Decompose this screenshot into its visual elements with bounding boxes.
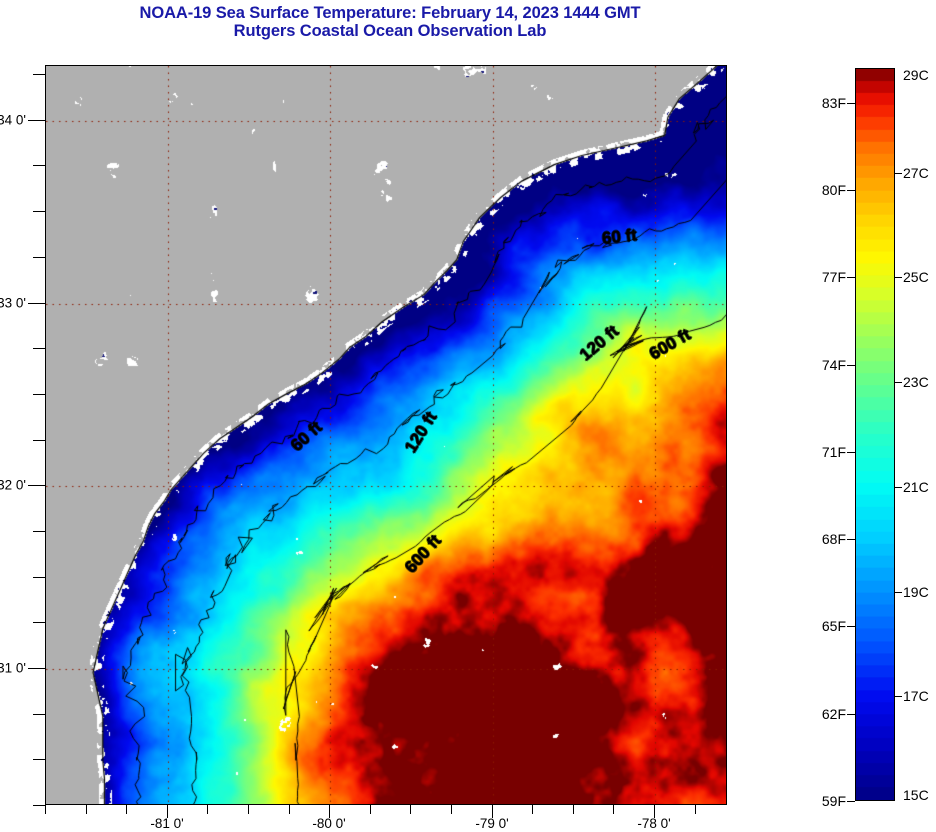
colorbar-label-celsius: 15C bbox=[903, 787, 929, 803]
y-axis-minor-tick bbox=[33, 74, 45, 75]
y-axis-minor-tick bbox=[33, 165, 45, 166]
x-axis-minor-tick bbox=[207, 805, 208, 814]
colorbar-tick-f bbox=[847, 103, 855, 104]
colorbar-gradient bbox=[855, 68, 895, 801]
x-axis-label: -79 0' bbox=[475, 816, 509, 831]
x-axis-minor-tick bbox=[86, 805, 87, 814]
y-axis-major-tick bbox=[28, 485, 45, 486]
y-axis-minor-tick bbox=[33, 211, 45, 212]
sst-raster bbox=[46, 66, 726, 804]
x-axis-minor-tick bbox=[248, 805, 249, 814]
colorbar-label-celsius: 25C bbox=[903, 269, 929, 285]
x-axis-minor-tick bbox=[613, 805, 614, 814]
colorbar-tick-f bbox=[847, 277, 855, 278]
x-axis-minor-tick bbox=[45, 805, 46, 814]
colorbar-label-fahrenheit: 68F bbox=[821, 531, 846, 547]
y-axis-minor-tick bbox=[33, 805, 45, 806]
colorbar-tick-f bbox=[847, 626, 855, 627]
colorbar-label-fahrenheit: 74F bbox=[821, 357, 846, 373]
colorbar-tick-f bbox=[847, 190, 855, 191]
colorbar-tick-c bbox=[895, 382, 902, 383]
x-axis-major-tick bbox=[492, 805, 493, 818]
x-axis-major-tick bbox=[329, 805, 330, 818]
x-axis-minor-tick bbox=[532, 805, 533, 814]
x-axis-label: -78 0' bbox=[637, 816, 671, 831]
colorbar-label-fahrenheit: 83F bbox=[821, 95, 846, 111]
colorbar-label-celsius: 21C bbox=[903, 479, 929, 495]
x-axis-label: -80 0' bbox=[312, 816, 346, 831]
colorbar-tick-f bbox=[847, 365, 855, 366]
y-axis-minor-tick bbox=[33, 348, 45, 349]
colorbar-tick-c bbox=[895, 487, 902, 488]
chart-title-block: NOAA-19 Sea Surface Temperature: Februar… bbox=[0, 4, 780, 41]
page-subtitle: Rutgers Coastal Ocean Observation Lab bbox=[233, 22, 547, 41]
x-axis-major-tick bbox=[654, 805, 655, 818]
x-axis-minor-tick bbox=[573, 805, 574, 814]
y-axis-minor-tick bbox=[33, 394, 45, 395]
colorbar-label-celsius: 17C bbox=[903, 688, 929, 704]
x-axis-minor-tick bbox=[289, 805, 290, 814]
colorbar-tick-f bbox=[847, 452, 855, 453]
colorbar-label-celsius: 23C bbox=[903, 374, 929, 390]
y-axis-label: 33 0' bbox=[0, 295, 26, 311]
x-axis-minor-tick bbox=[410, 805, 411, 814]
y-axis-label: 34 0' bbox=[0, 112, 26, 128]
y-axis-minor-tick bbox=[33, 622, 45, 623]
x-axis-minor-tick bbox=[370, 805, 371, 814]
x-axis-minor-tick bbox=[451, 805, 452, 814]
colorbar-tick-f bbox=[847, 801, 855, 802]
y-axis-minor-tick bbox=[33, 257, 45, 258]
y-axis-major-tick bbox=[28, 303, 45, 304]
colorbar-label-fahrenheit: 71F bbox=[821, 444, 846, 460]
colorbar-tick-c bbox=[895, 277, 902, 278]
y-axis-minor-tick bbox=[33, 714, 45, 715]
contour-label-60-ft: 60 ft bbox=[601, 225, 638, 248]
y-axis-major-tick bbox=[28, 120, 45, 121]
y-axis-major-tick bbox=[28, 668, 45, 669]
colorbar-tick-f bbox=[847, 539, 855, 540]
colorbar-label-fahrenheit: 65F bbox=[821, 618, 846, 634]
colorbar-label-celsius: 27C bbox=[903, 165, 929, 181]
y-axis-label: 31 0' bbox=[0, 660, 26, 676]
colorbar-tick-f bbox=[847, 714, 855, 715]
colorbar-label-celsius: 29C bbox=[903, 67, 929, 83]
y-axis-label: 32 0' bbox=[0, 477, 26, 493]
x-axis-minor-tick bbox=[126, 805, 127, 814]
y-axis-minor-tick bbox=[33, 577, 45, 578]
temperature-colorbar[interactable]: 83F 80F 77F 74F 71F 68F 65F 62F 59F 29C 27C 25C 23C 2… bbox=[822, 67, 929, 809]
x-axis-minor-tick bbox=[695, 805, 696, 814]
colorbar-label-fahrenheit: 59F bbox=[821, 793, 846, 809]
y-axis-minor-tick bbox=[33, 531, 45, 532]
colorbar-tick-c bbox=[895, 696, 902, 697]
colorbar-label-fahrenheit: 80F bbox=[821, 182, 846, 198]
y-axis-minor-tick bbox=[33, 759, 45, 760]
colorbar-tick-c bbox=[895, 592, 902, 593]
page-title: NOAA-19 Sea Surface Temperature: Februar… bbox=[139, 4, 641, 22]
x-axis-major-tick bbox=[167, 805, 168, 818]
y-axis-minor-tick bbox=[33, 440, 45, 441]
sst-map[interactable]: 60 ft 60 ft 120 ft 120 ft 600 ft 600 ft bbox=[45, 65, 727, 805]
colorbar-label-celsius: 19C bbox=[903, 584, 929, 600]
colorbar-tick-c bbox=[895, 173, 902, 174]
x-axis-label: -81 0' bbox=[150, 816, 184, 831]
colorbar-label-fahrenheit: 77F bbox=[821, 269, 846, 285]
colorbar-label-fahrenheit: 62F bbox=[821, 706, 846, 722]
